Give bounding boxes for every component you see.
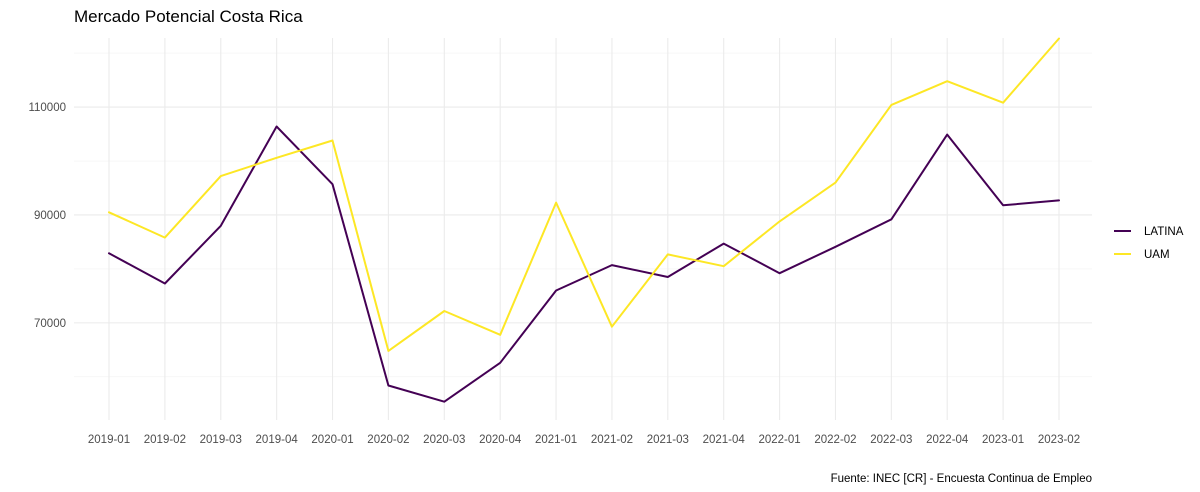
x-tick-label: 2019-04	[256, 434, 299, 446]
x-tick-label: 2022-01	[758, 434, 800, 446]
x-tick-label: 2020-03	[423, 434, 465, 446]
x-tick-label: 2020-01	[311, 434, 353, 446]
y-tick-label: 110000	[28, 102, 66, 114]
x-tick-label: 2019-02	[144, 434, 186, 446]
chart-title: Mercado Potencial Costa Rica	[74, 7, 303, 26]
series-lines	[108, 37, 1060, 403]
x-tick-label: 2021-01	[535, 434, 577, 446]
x-tick-label: 2021-02	[591, 434, 633, 446]
grid	[74, 38, 1092, 420]
x-tick-label: 2019-03	[200, 434, 242, 446]
legend: LATINA UAM	[1114, 226, 1184, 261]
x-tick-label: 2022-02	[814, 434, 856, 446]
series-line-latina	[108, 125, 1060, 403]
legend-label-latina: LATINA	[1144, 226, 1184, 238]
x-tick-label: 2022-04	[926, 434, 969, 446]
x-tick-label: 2023-01	[982, 434, 1024, 446]
series-line-uam	[108, 37, 1060, 352]
y-axis: 70000 90000 110000	[28, 102, 66, 330]
chart-caption: Fuente: INEC [CR] - Encuesta Continua de…	[831, 473, 1092, 485]
x-tick-label: 2020-04	[479, 434, 522, 446]
x-tick-label: 2023-02	[1038, 434, 1080, 446]
x-tick-label: 2020-02	[367, 434, 409, 446]
y-tick-label: 70000	[34, 318, 66, 330]
x-axis: 2019-01 2019-02 2019-03 2019-04 2020-01 2020-…	[88, 434, 1080, 446]
legend-label-uam: UAM	[1144, 249, 1170, 261]
x-tick-label: 2019-01	[88, 434, 130, 446]
y-tick-label: 90000	[34, 210, 66, 222]
x-tick-label: 2022-03	[870, 434, 912, 446]
x-tick-label: 2021-04	[703, 434, 746, 446]
x-tick-label: 2021-03	[647, 434, 689, 446]
